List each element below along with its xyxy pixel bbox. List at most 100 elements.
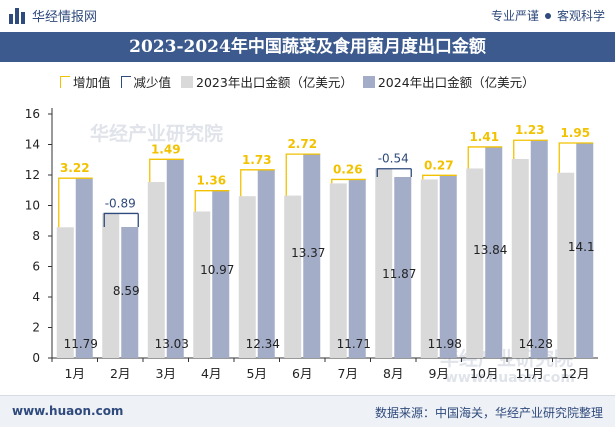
bar-2024 [303,154,321,358]
diff-bracket [285,153,321,196]
brand[interactable]: 华经情报网 [8,6,97,25]
diff-label: 1.49 [151,142,181,156]
diff-bracket [103,212,139,228]
diff-bracket [376,168,412,177]
x-tick-label: 8月 [383,366,403,381]
x-tick-label: 12月 [561,366,589,381]
x-tick-label: 3月 [156,366,176,381]
legend-decrease: 减少值 [120,72,172,91]
diff-bracket [240,169,275,197]
diff-bracket [149,158,184,183]
tagline: 专业严谨 客观科学 [491,7,605,24]
x-tick-label: 9月 [429,366,449,381]
value-label-2024: 14.28 [519,337,553,351]
value-label-2024: 11.71 [337,337,371,351]
diff-label: 0.26 [333,162,363,176]
y-tick-label: 4 [32,290,40,304]
bar-2024 [75,178,93,358]
y-tick-label: 0 [32,351,40,365]
diff-bracket [513,139,548,159]
legend-label: 2024年出口金额（亿美元） [377,75,535,90]
x-tick-label: 2月 [110,366,130,381]
bar2023-swatch-icon [181,75,194,88]
diff-bracket [558,142,594,173]
diff-bracket [194,190,230,212]
diff-bracket [58,177,93,228]
bar-2023 [511,158,529,358]
x-tick-label: 4月 [201,366,221,381]
bar-logo-icon [8,7,26,24]
top-bar: 华经情报网 专业严谨 客观科学 [0,0,615,30]
diff-label: -0.54 [378,152,409,166]
value-label-2024: 14.1 [568,240,595,254]
value-label-2024: 12.34 [246,337,280,351]
bar-2024 [348,179,366,358]
footer: www.huaon.com 数据来源：中国海关，华经产业研究院整理 [0,395,615,427]
bar-2023 [375,168,393,358]
x-tick-label: 5月 [247,366,267,381]
value-label-2024: 10.97 [200,263,234,277]
chart-bars [56,139,594,358]
value-label-2024: 13.03 [155,337,189,351]
y-tick-label: 12 [25,168,40,182]
bar-2024 [485,146,503,358]
bar-2024 [212,190,230,358]
bar-2023 [238,196,256,358]
chart-legend: 增加值 减少值 2023年出口金额（亿美元） 2024年出口金额（亿美元） [60,72,535,91]
chart-labels: 3.22 11.79 -0.89 8.59 1.49 13.03 1.36 10.97 1.73… [60,123,595,351]
bar-2024 [121,227,139,358]
value-label-2024: 13.84 [473,243,507,257]
value-label-2024: 13.37 [291,246,325,260]
bar-2024 [257,169,275,358]
diff-label: 3.22 [60,161,90,175]
bar-2024 [166,159,184,358]
x-tick-label: 10月 [470,366,498,381]
bar-2023 [147,182,165,358]
legend-increase: 增加值 [60,72,111,91]
y-tick-label: 2 [32,321,40,335]
diff-label: 2.72 [287,137,317,151]
bar-2023 [284,195,302,358]
footer-source: 数据来源：中国海关，华经产业研究院整理 [374,406,603,420]
value-label-2024: 11.87 [382,267,416,281]
bar-2024 [530,140,548,358]
bar-2024 [576,142,594,358]
diff-bracket [331,178,366,184]
diff-bracket [422,174,457,180]
bar-2023 [557,172,575,358]
brand-name: 华经情报网 [32,10,98,25]
diff-label: 1.95 [560,126,590,140]
legend-2023: 2023年出口金额（亿美元） [181,72,353,91]
bar-2024 [394,176,412,358]
bar-2023 [102,213,120,358]
diff-label: 0.27 [424,158,454,172]
value-label-2024: 8.59 [113,284,140,298]
y-tick-label: 10 [25,199,40,213]
x-tick-label: 11月 [516,366,544,381]
y-tick-label: 8 [32,229,40,243]
footer-website[interactable]: www.huaon.com [12,404,124,418]
legend-label: 减少值 [133,75,172,90]
chart-grid: 0 2 4 6 8 10 12 14 16 1月 2月 3月 4月 5月 6月 7月 8月 9月 10月 11月 12月 [25,107,598,381]
diff-label: 1.41 [469,130,499,144]
dot-separator-icon [544,12,551,19]
watermark-center: 华经产业研究院 [90,122,223,145]
legend-2024: 2024年出口金额（亿美元） [362,72,535,91]
legend-label: 增加值 [73,75,111,90]
bar-2023 [420,179,438,358]
increase-swatch-icon [60,75,70,88]
diff-label: 1.23 [515,123,545,137]
diff-label: 1.36 [196,174,226,188]
bar-2023 [193,211,211,358]
bar-2023 [329,183,347,358]
tagline-right: 客观科学 [556,9,605,23]
value-label-2024: 11.98 [428,337,462,351]
diff-label: 1.73 [242,153,272,167]
value-label-2024: 11.79 [64,337,98,351]
x-tick-label: 6月 [292,366,312,381]
diff-bracket [467,146,503,169]
diff-label: -0.89 [105,196,136,210]
tagline-left: 专业严谨 [490,9,539,23]
chart-title: 2023-2024年中国蔬菜及食用菌月度出口金额 [0,32,615,62]
y-tick-label: 14 [25,138,40,152]
